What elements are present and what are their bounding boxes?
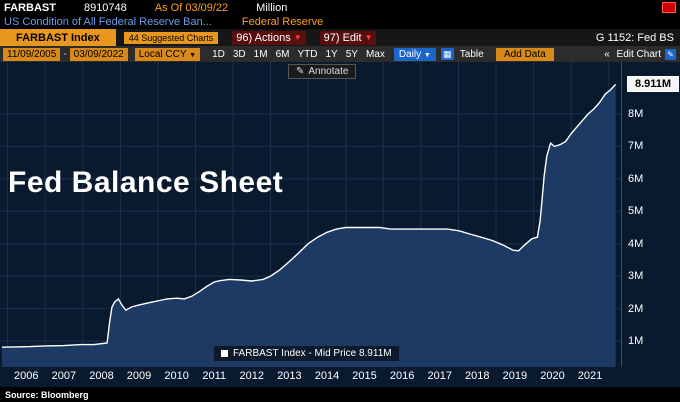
x-axis-label: 2010 [164, 370, 189, 382]
y-axis-label: 3M [628, 270, 644, 283]
chevron-down-icon: ▼ [189, 51, 197, 59]
add-data-button[interactable]: Add Data [496, 47, 554, 61]
x-axis-label: 2013 [277, 370, 302, 382]
close-icon[interactable] [662, 2, 676, 13]
x-axis-label: 2021 [577, 370, 603, 382]
chevron-down-icon: ▼ [364, 33, 373, 42]
edit-chart-icon: ✎ [665, 48, 676, 60]
period-1m[interactable]: 1M [253, 48, 268, 60]
actions-label: 96) Actions [236, 31, 291, 44]
pencil-icon: ✎ [296, 66, 305, 77]
last-price-tag: 8.911M [627, 76, 679, 93]
price-plot[interactable] [0, 62, 622, 367]
period-3d[interactable]: 3D [232, 48, 246, 60]
date-range-separator: - [63, 48, 67, 60]
x-axis-label: 2007 [51, 370, 77, 382]
suggested-charts-button[interactable]: 44 Suggested Charts [123, 31, 219, 44]
x-axis-label: 2014 [314, 370, 340, 382]
source-bar: Source: Bloomberg [0, 387, 680, 402]
as-of-date: As Of 03/09/22 [154, 1, 229, 14]
x-axis-label: 2018 [465, 370, 490, 382]
legend-label: FARBAST Index - Mid Price 8.911M [233, 348, 392, 359]
actions-menu[interactable]: 96) Actions ▼ [232, 30, 306, 45]
calendar-icon[interactable]: ▦ [440, 48, 454, 60]
x-axis-label: 2012 [239, 370, 265, 382]
edit-chart-button[interactable]: « Edit Chart ✎ [604, 48, 676, 60]
x-axis-label: 2008 [89, 370, 114, 382]
x-axis: 2006 2007 2008 2009 2010 2011 2012 2013 2014 2015… [0, 367, 622, 387]
y-axis-label: 6M [628, 172, 644, 185]
ticker-value: 8910748 [83, 1, 127, 14]
tab-farbast-index[interactable]: FARBAST Index [0, 29, 116, 46]
period-5y[interactable]: 5Y [345, 48, 358, 60]
x-axis-label: 2019 [502, 370, 528, 382]
x-axis-label: 2017 [427, 370, 452, 382]
date-to-field[interactable]: 03/09/2022 [69, 47, 128, 61]
chart-annotation-title: Fed Balance Sheet [8, 166, 284, 199]
y-axis-label: 8M [628, 107, 644, 120]
edit-menu[interactable]: 97) Edit ▼ [319, 30, 377, 45]
security-description: US Condition of All Federal Reserve Ban.… [4, 16, 212, 28]
period-max[interactable]: Max [365, 48, 385, 60]
issuer-name: Federal Reserve [241, 16, 324, 28]
security-description-bar: US Condition of All Federal Reserve Ban.… [0, 15, 680, 29]
legend-swatch-icon [221, 350, 228, 357]
chevron-down-icon: ▼ [293, 33, 302, 42]
annotate-label: Annotate [308, 66, 349, 77]
chart-toolbar: 11/09/2005 - 03/09/2022 Local CCY ▼ 1D 3… [0, 46, 680, 62]
chart-area: 1M 2M 3M 4M 5M 6M 7M 8M 2006 2007 2008 2009 2010 201… [0, 62, 680, 387]
period-1d[interactable]: 1D [212, 48, 225, 60]
y-axis-label: 5M [628, 205, 644, 218]
date-from-field[interactable]: 11/09/2005 [3, 47, 61, 61]
x-axis-label: 2015 [352, 370, 377, 382]
y-axis-label: 7M [628, 140, 644, 153]
ticker-symbol: FARBAST [4, 1, 56, 14]
table-button[interactable]: Table [459, 48, 484, 60]
function-id: G 1152: Fed BS [595, 31, 674, 44]
edit-label: 97) Edit [323, 31, 362, 44]
chart-legend: FARBAST Index - Mid Price 8.911M [214, 346, 399, 361]
ticker-bar: FARBAST 8910748 As Of 03/09/22 Million [0, 0, 680, 15]
frequency-label: Daily [398, 48, 422, 60]
x-axis-label: 2006 [14, 370, 39, 382]
unit-label: Million [256, 1, 288, 14]
y-axis-label: 2M [628, 302, 644, 315]
frequency-dropdown[interactable]: Daily ▼ [393, 47, 436, 61]
edit-chart-label: Edit Chart [616, 48, 661, 60]
currency-dropdown[interactable]: Local CCY ▼ [134, 47, 201, 61]
y-axis-label: 1M [628, 335, 644, 348]
period-6m[interactable]: 6M [275, 48, 290, 60]
menu-bar: FARBAST Index 44 Suggested Charts 96) Ac… [0, 29, 680, 46]
x-axis-label: 2020 [540, 370, 565, 382]
period-1y[interactable]: 1Y [325, 48, 338, 60]
x-axis-label: 2011 [202, 370, 227, 382]
y-axis-label: 4M [628, 237, 644, 250]
chevron-down-icon: ▼ [423, 51, 431, 59]
source-label: Source: Bloomberg [5, 389, 89, 400]
annotate-button[interactable]: ✎ Annotate [288, 64, 357, 79]
currency-label: Local CCY [138, 48, 187, 60]
period-ytd[interactable]: YTD [297, 48, 318, 60]
x-axis-label: 2009 [126, 370, 152, 382]
y-axis: 1M 2M 3M 4M 5M 6M 7M 8M [622, 62, 680, 367]
x-axis-label: 2016 [389, 370, 415, 382]
